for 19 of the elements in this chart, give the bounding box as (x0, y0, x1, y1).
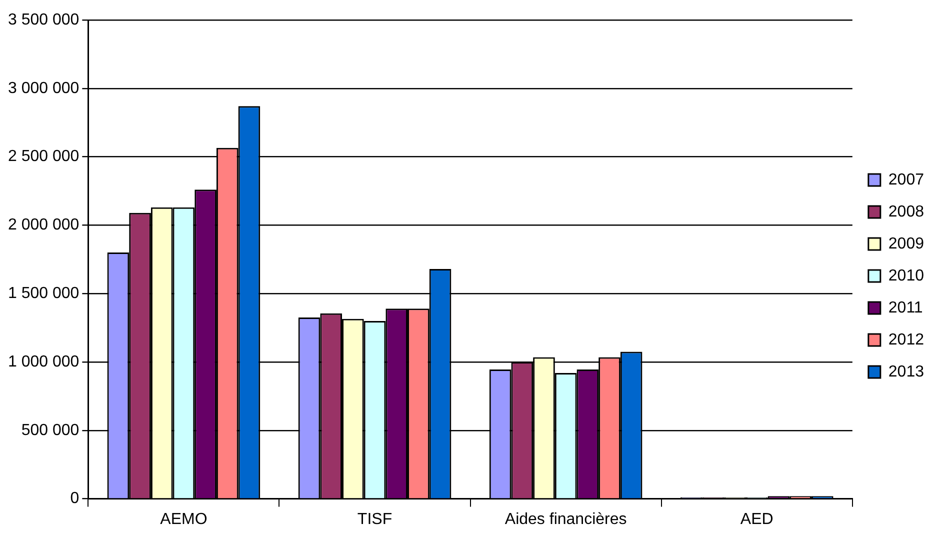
x-tick-label: AEMO (160, 510, 208, 528)
legend-label: 2007 (888, 171, 924, 188)
y-tick-label: 3 500 000 (8, 11, 80, 28)
x-tick-label: Aides financières (504, 510, 627, 528)
legend-label: 2008 (888, 203, 924, 220)
y-tick-label: 2 000 000 (8, 216, 80, 234)
y-tick-label: 0 (70, 490, 80, 508)
legend-label: 2010 (888, 267, 924, 284)
legend-label: 2011 (888, 299, 923, 316)
legend-label: 2013 (888, 363, 924, 380)
legend-label: 2009 (888, 235, 924, 252)
y-tick-label: 1 500 000 (8, 285, 80, 302)
y-tick-label: 500 000 (21, 422, 80, 439)
y-tick-label: 2 500 000 (8, 148, 80, 166)
x-tick-label: TISF (357, 510, 392, 528)
legend-label: 2012 (888, 331, 924, 348)
y-tick-label: 3 000 000 (8, 80, 80, 97)
x-tick-label: AED (740, 510, 774, 528)
y-tick-label: 1 000 000 (8, 353, 80, 370)
